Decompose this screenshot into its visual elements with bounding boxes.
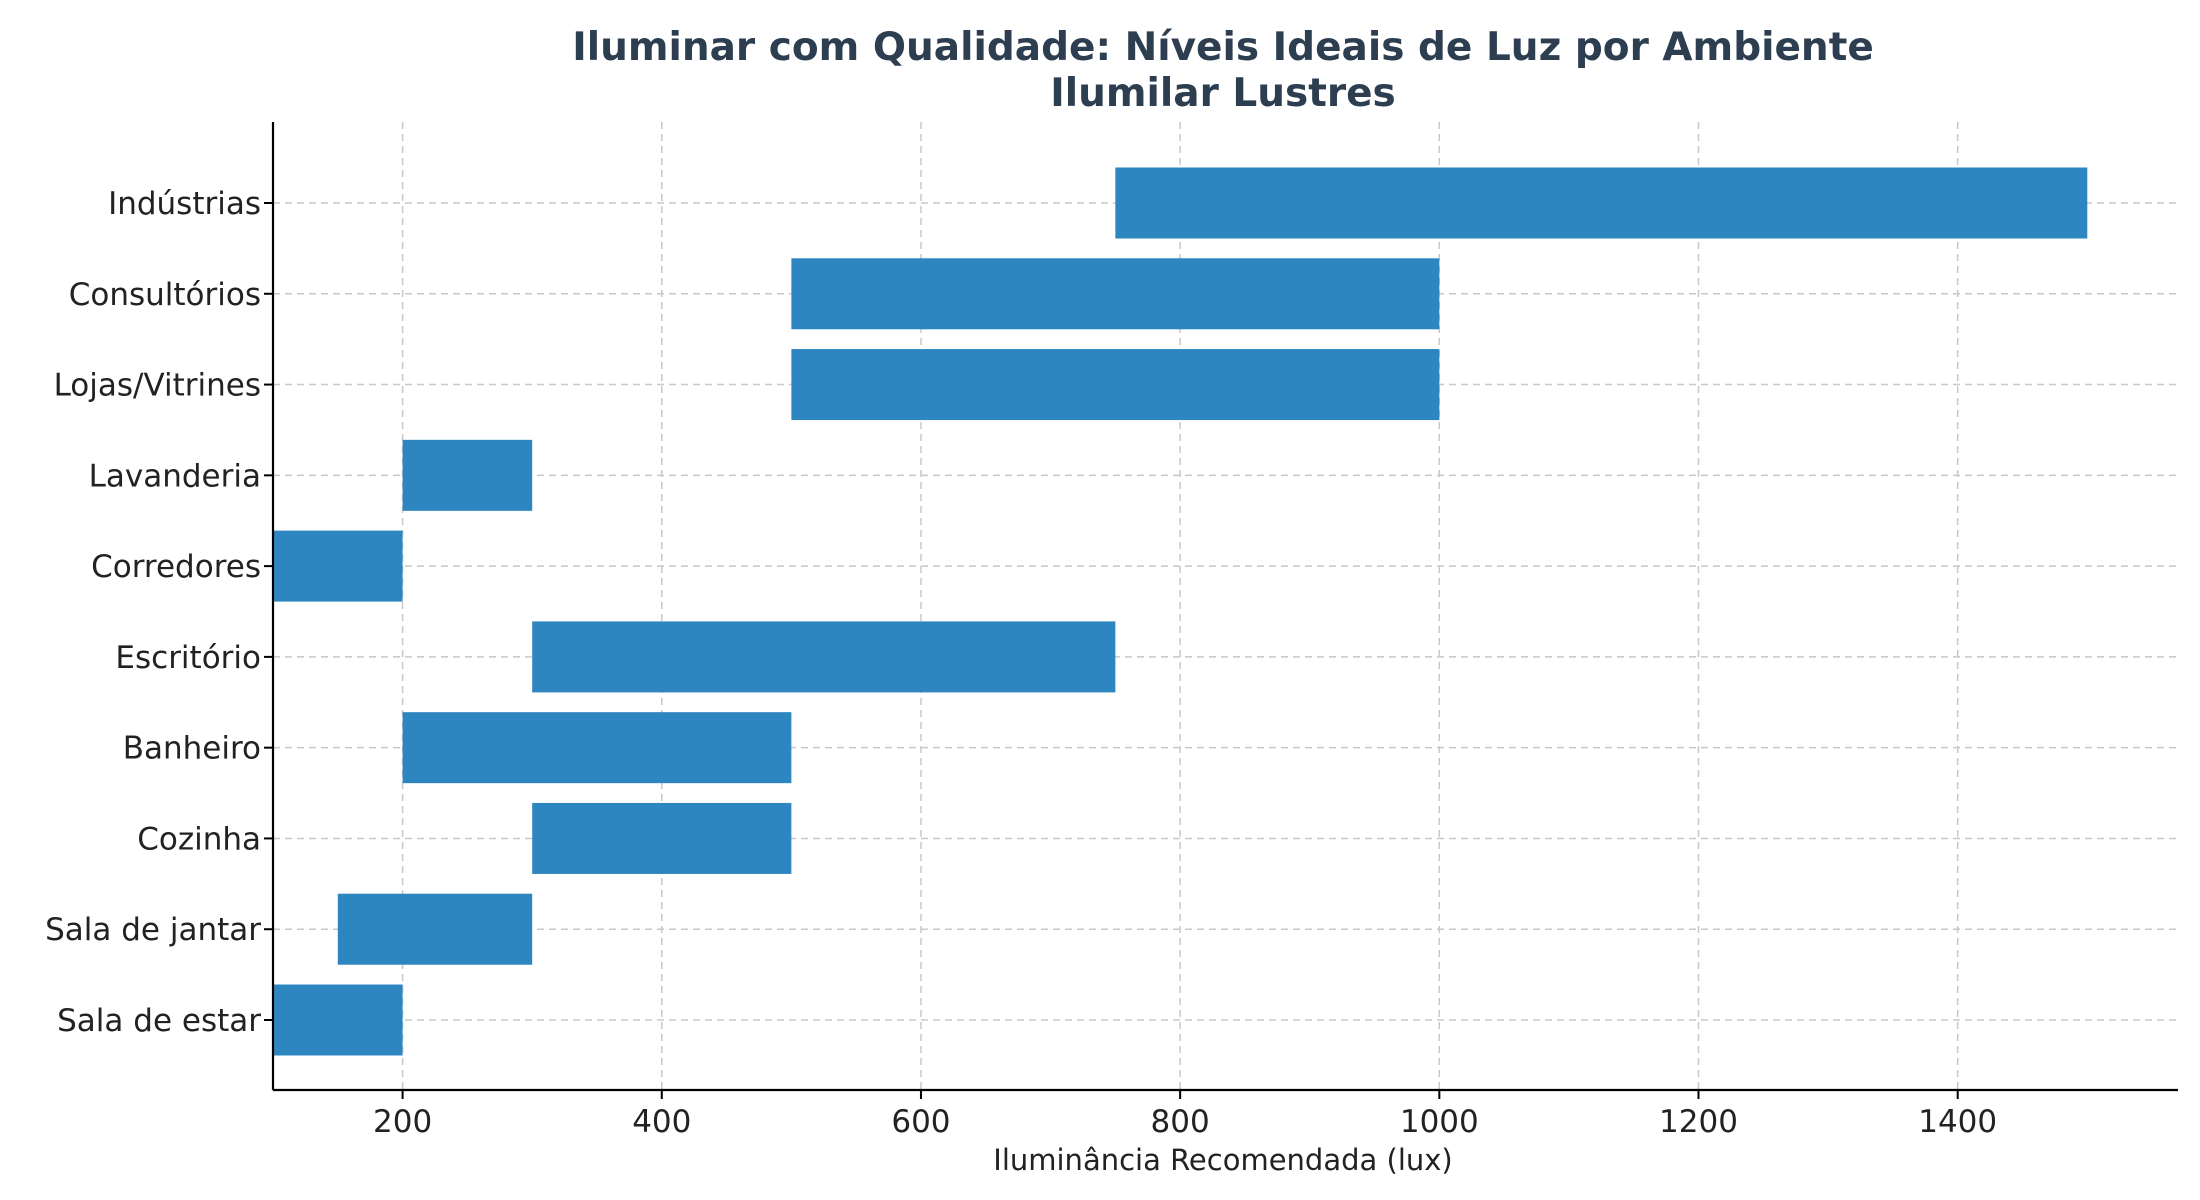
x-tick-label: 1000 [1400, 1104, 1479, 1140]
y-tick-label: Sala de jantar [45, 912, 261, 948]
bar [1115, 167, 2088, 239]
bar [273, 530, 403, 602]
bar [532, 802, 792, 874]
bar [791, 258, 1440, 330]
y-tick-label: Cozinha [137, 821, 261, 857]
x-axis-label: Iluminância Recomendada (lux) [993, 1143, 1452, 1177]
y-tick-label: Lojas/Vitrines [54, 368, 261, 404]
bar [402, 439, 533, 511]
chart-title: Iluminar com Qualidade: Níveis Ideais de… [572, 25, 1874, 70]
x-tick-label: 200 [373, 1104, 432, 1140]
y-tick-label: Corredores [91, 549, 261, 585]
y-tick-label: Sala de estar [57, 1003, 261, 1039]
x-tick-label: 800 [1151, 1104, 1210, 1140]
x-tick-label: 400 [632, 1104, 691, 1140]
y-tick-label: Escritório [115, 640, 261, 676]
bar [273, 984, 403, 1056]
chart-subtitle: Ilumilar Lustres [1050, 71, 1396, 116]
bars [273, 167, 2088, 1056]
x-tick-label: 1200 [1659, 1104, 1738, 1140]
x-tick-label: 1400 [1918, 1104, 1997, 1140]
bar [402, 712, 792, 784]
y-tick-label: Indústrias [108, 186, 261, 222]
bar [791, 349, 1440, 421]
y-tick-label: Consultórios [69, 277, 261, 313]
bar [337, 893, 533, 965]
y-tick-label: Lavanderia [89, 458, 261, 494]
x-tick-label: 600 [891, 1104, 950, 1140]
bar [532, 621, 1116, 693]
tick-labels: 200 400 600 800 1000 1200 1400 Sala de estar Sal… [45, 186, 1997, 1140]
y-tick-label: Banheiro [123, 731, 261, 767]
axes [264, 122, 2178, 1099]
